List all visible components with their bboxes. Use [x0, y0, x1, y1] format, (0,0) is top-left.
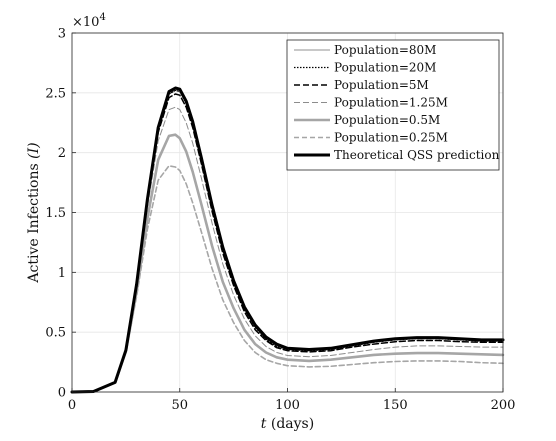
series-lines — [70, 86, 505, 394]
ticks: 0 50 100 150 200 0 0.5 1 1.5 2 2.5 3 — [45, 27, 515, 414]
y-tick-label: 1 — [58, 266, 66, 281]
legend-label: Population=1.25M — [334, 96, 448, 110]
x-axis-variable: t — [261, 416, 267, 432]
y-axis-text: Active Infections — [26, 163, 42, 283]
legend-label: Theoretical QSS prediction — [334, 148, 500, 162]
legend-box — [286, 39, 500, 171]
y-axis-label: Active Infections (I) — [26, 142, 42, 283]
x-tick-label: 100 — [275, 398, 300, 413]
y-tick-label: 0 — [58, 386, 66, 401]
x-axis-label: t (days) — [261, 416, 314, 432]
y-tick-label: 2.5 — [45, 86, 66, 101]
legend-label: Population=20M — [334, 61, 436, 75]
y-tick-label: 1.5 — [45, 206, 66, 221]
legend-label: Population=80M — [334, 43, 436, 57]
series-line — [70, 133, 505, 394]
x-axis-unit: (days) — [271, 416, 314, 432]
series-line — [71, 165, 504, 393]
x-tick-label: 200 — [491, 398, 516, 413]
y-tick-label: 3 — [58, 27, 66, 42]
y-multiplier-exponent: 4 — [99, 12, 105, 23]
series-line — [71, 106, 504, 393]
legend-label: Population=0.5M — [334, 113, 440, 127]
legend-label: Population=5M — [334, 78, 429, 92]
y-tick-label: 2 — [58, 146, 66, 161]
legend-label: Population=0.25M — [334, 131, 448, 145]
x-tick-label: 50 — [171, 398, 188, 413]
y-axis-variable: (I) — [26, 142, 42, 158]
series-line — [70, 86, 505, 394]
y-multiplier-base: ×10 — [72, 15, 99, 30]
x-tick-label: 0 — [68, 398, 76, 413]
x-tick-label: 150 — [383, 398, 408, 413]
y-tick-label: 0.5 — [45, 326, 66, 341]
legend: Population=80M Population=20M Population=5… — [286, 39, 500, 171]
svg-text:×104: ×104 — [72, 12, 106, 30]
y-multiplier: ×104 — [72, 12, 106, 30]
